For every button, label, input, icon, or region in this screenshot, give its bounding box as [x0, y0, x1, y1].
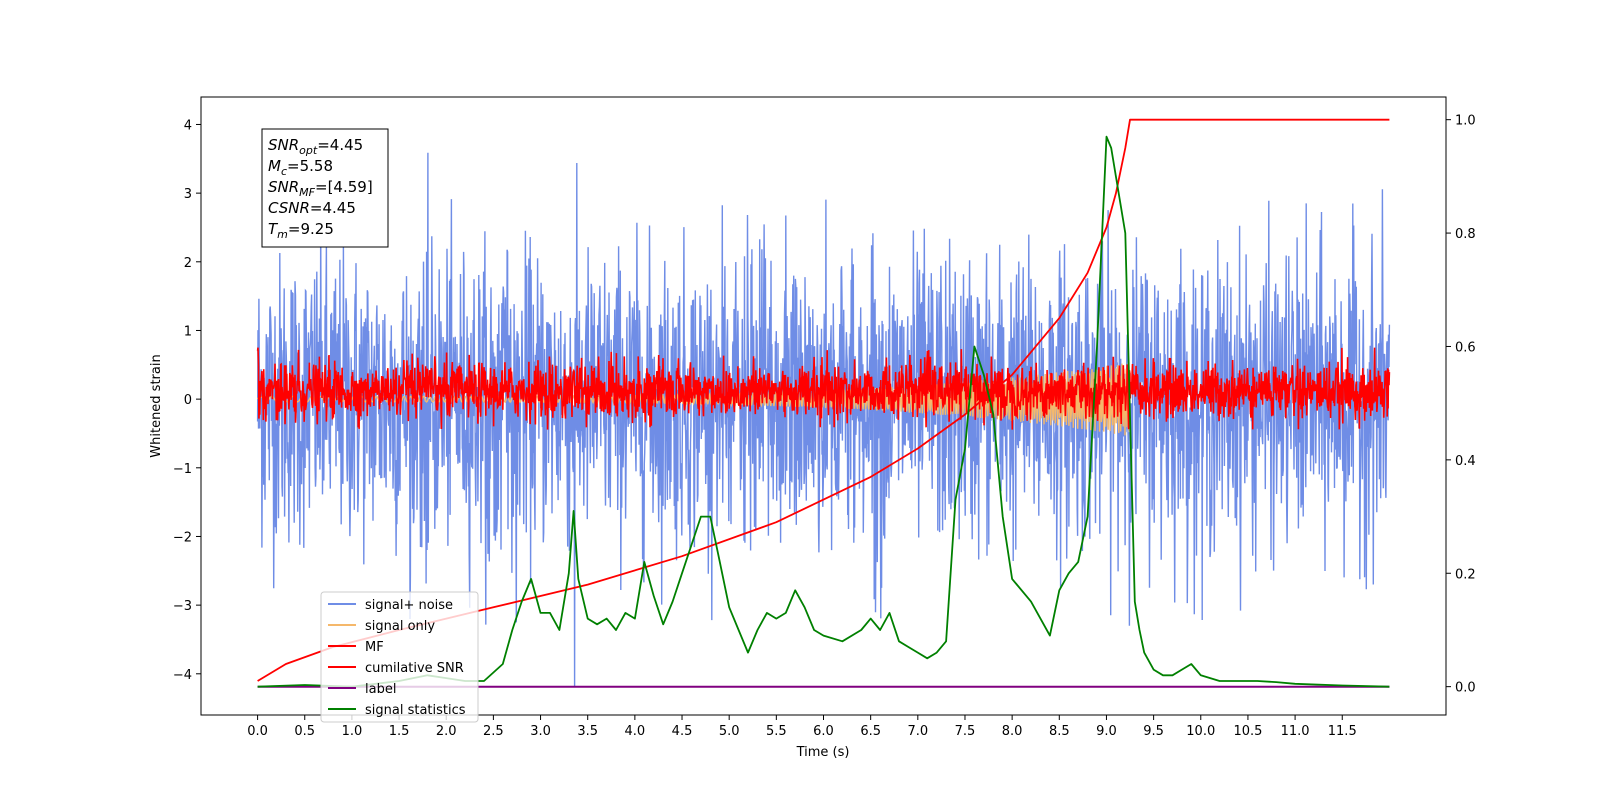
- y-tick-label: 2: [184, 256, 192, 271]
- x-tick-label: 11.5: [1328, 724, 1357, 739]
- y2-tick-label: 0.6: [1455, 340, 1476, 355]
- y-tick-label: −2: [173, 530, 192, 545]
- x-tick-label: 11.0: [1281, 724, 1310, 739]
- x-tick-label: 1.0: [342, 724, 363, 739]
- x-axis-label: Time (s): [796, 745, 850, 760]
- series-signal-statistics: [257, 135, 1390, 688]
- y-tick-label: 3: [184, 187, 192, 202]
- info-line: CSNR=4.45: [268, 199, 356, 217]
- y-tick-label: 1: [184, 324, 192, 339]
- legend-label: cumilative SNR: [365, 661, 464, 676]
- x-tick-label: 4.5: [672, 724, 693, 739]
- info-box-frame: [261, 128, 389, 248]
- x-tick-label: 0.5: [294, 724, 315, 739]
- x-tick-label: 6.5: [860, 724, 881, 739]
- legend: signal+ noise signal only MF cumilative SNR…: [320, 591, 479, 723]
- x-tick-label: 10.5: [1233, 724, 1262, 739]
- x-tick-label: 6.0: [813, 724, 834, 739]
- series-mf: [256, 347, 1391, 430]
- y-axis-left: −4 −3 −2 −1 0 1 2 3 4: [173, 118, 201, 683]
- x-tick-label: 2.5: [483, 724, 504, 739]
- y-axis-right: 0.0 0.2 0.4 0.6 0.8 1.0: [1446, 114, 1476, 696]
- y-axis-label: Whitened strain: [149, 354, 164, 457]
- x-tick-label: 7.0: [907, 724, 928, 739]
- x-tick-label: 3.5: [577, 724, 598, 739]
- y2-tick-label: 0.8: [1455, 227, 1476, 242]
- y-tick-label: 4: [184, 118, 192, 133]
- y-tick-label: −1: [173, 462, 192, 477]
- info-line: SNRopt=4.45: [268, 136, 363, 157]
- x-tick-label: 1.5: [389, 724, 410, 739]
- x-tick-label: 3.0: [530, 724, 551, 739]
- y2-tick-label: 0.2: [1455, 567, 1476, 582]
- x-tick-label: 9.0: [1096, 724, 1117, 739]
- x-tick-label: 5.0: [719, 724, 740, 739]
- x-tick-label: 0.0: [247, 724, 268, 739]
- y-tick-label: 0: [184, 393, 192, 408]
- x-tick-label: 10.0: [1186, 724, 1215, 739]
- x-tick-label: 4.0: [625, 724, 646, 739]
- legend-label: signal+ noise: [365, 598, 453, 613]
- legend-label: signal only: [365, 619, 435, 634]
- legend-frame: [320, 591, 479, 723]
- x-axis: 0.0 0.5 1.0 1.5 2.0 2.5 3.0 3.5 4.0 4.5 5.0 5.5 6.0 6…: [247, 715, 1357, 739]
- x-tick-label: 7.5: [955, 724, 976, 739]
- x-tick-label: 8.5: [1049, 724, 1070, 739]
- legend-label: label: [365, 682, 396, 697]
- x-tick-label: 9.5: [1143, 724, 1164, 739]
- y2-tick-label: 1.0: [1455, 114, 1476, 129]
- legend-label: MF: [365, 640, 384, 655]
- info-line: Mc=5.58: [268, 157, 333, 178]
- x-tick-label: 2.0: [436, 724, 457, 739]
- info-line: Tm=9.25: [268, 220, 334, 241]
- y-tick-label: −3: [173, 599, 192, 614]
- info-line: SNRMF=[4.59]: [268, 178, 373, 199]
- y2-tick-label: 0.0: [1455, 681, 1476, 696]
- x-tick-label: 5.5: [766, 724, 787, 739]
- y-tick-label: −4: [173, 668, 192, 683]
- x-tick-label: 8.0: [1002, 724, 1023, 739]
- legend-label: signal statistics: [365, 703, 466, 718]
- y2-tick-label: 0.4: [1455, 454, 1476, 469]
